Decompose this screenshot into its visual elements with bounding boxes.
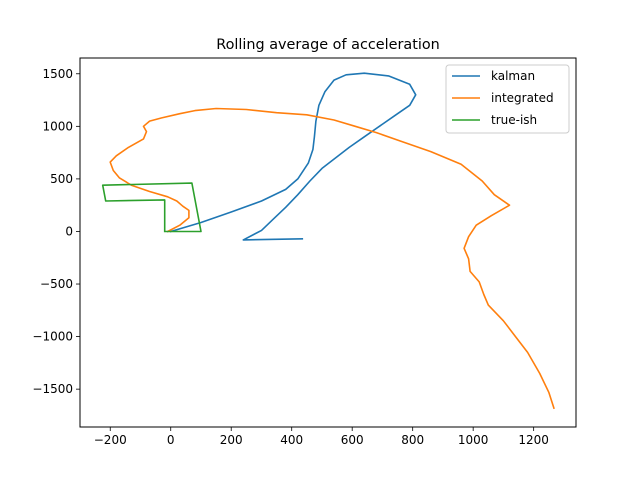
legend-label-true-ish: true-ish: [491, 113, 537, 127]
series-line-integrated: [109, 107, 555, 410]
series-layer: [101, 72, 555, 410]
y-tick-label: 1500: [42, 67, 73, 81]
y-tick-label: 1000: [42, 119, 73, 133]
plot-frame: [79, 57, 577, 428]
series-line-true-ish: [101, 182, 202, 233]
x-tick-label: 200: [220, 433, 243, 447]
legend: kalman integrated true-ish: [445, 64, 570, 134]
series-line-kalman: [169, 72, 417, 241]
x-tick-label: 800: [401, 433, 424, 447]
legend-box: [445, 64, 570, 134]
x-tick-label: 1000: [458, 433, 489, 447]
legend-label-kalman: kalman: [491, 69, 535, 83]
x-tick-label: −200: [94, 433, 127, 447]
axes-layer: −200 0 200 400 600 800 1000 1200 −1500 −1000 −500 0…: [32, 67, 549, 447]
y-tick-label: 0: [65, 224, 73, 238]
y-tick-label: −1500: [32, 382, 73, 396]
y-tick-label: −1000: [32, 330, 73, 344]
x-tick-label: 1200: [518, 433, 549, 447]
x-tick-label: 600: [341, 433, 364, 447]
chart-title: Rolling average of acceleration: [216, 37, 440, 53]
y-tick-label: −500: [40, 277, 73, 291]
x-tick-label: 0: [167, 433, 175, 447]
legend-label-integrated: integrated: [491, 91, 554, 105]
y-tick-label: 500: [50, 172, 73, 186]
x-tick-label: 400: [280, 433, 303, 447]
